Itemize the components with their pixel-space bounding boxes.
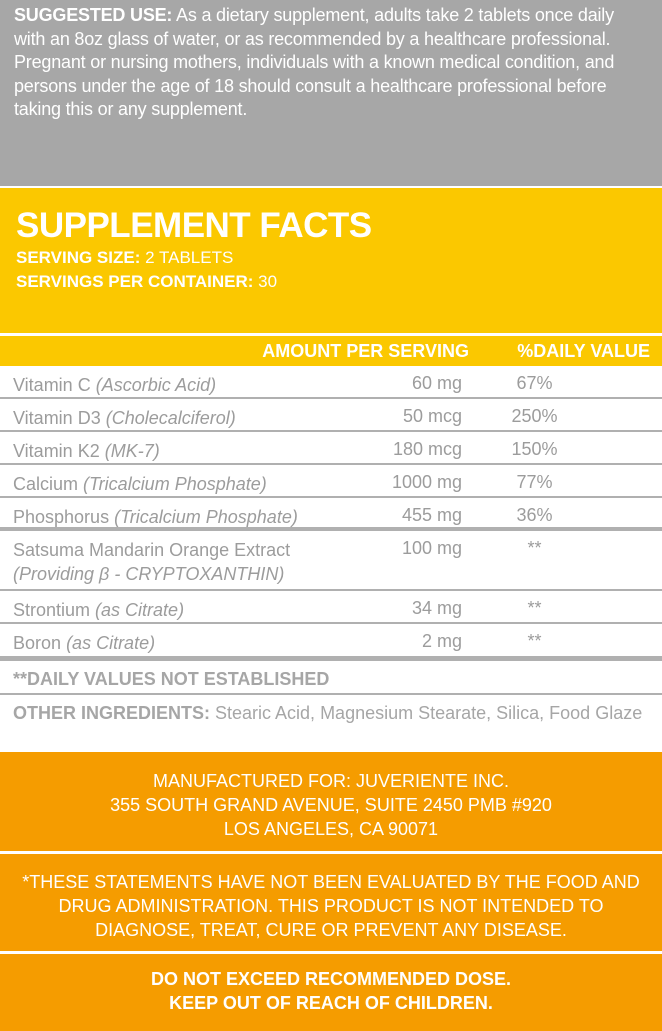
daily-value-header: %DAILY VALUE xyxy=(517,340,650,361)
table-row: Calcium (Tricalcium Phosphate) 1000 mg 7… xyxy=(0,465,662,498)
table-row: Boron (as Citrate) 2 mg ** xyxy=(0,624,662,661)
suggested-use-section: SUGGESTED USE: As a dietary supplement, … xyxy=(0,0,662,186)
serving-size: SERVING SIZE: 2 TABLETS xyxy=(16,246,646,270)
table-row: Phosphorus (Tricalcium Phosphate) 455 mg… xyxy=(0,498,662,531)
nutrient-amount: 455 mg xyxy=(401,505,462,525)
nutrient-label: Vitamin C xyxy=(13,375,91,395)
nutrient-source: (Ascorbic Acid) xyxy=(95,375,217,395)
suggested-use-text: As a dietary supplement, adults take 2 t… xyxy=(14,5,615,120)
table-row: Vitamin K2 (MK-7) 180 mcg 150% xyxy=(0,432,662,465)
nutrient-table: Vitamin C (Ascorbic Acid) 60 mg 67% Vita… xyxy=(0,366,662,661)
nutrient-amount: 50 mcg xyxy=(402,406,462,426)
nutrient-source: (Tricalcium Phosphate) xyxy=(114,507,298,527)
suggested-use-label: SUGGESTED USE: xyxy=(14,5,173,25)
nutrient-amount: 1000 mg xyxy=(391,472,462,492)
nutrient-daily-value: ** xyxy=(527,631,542,651)
nutrient-label: Vitamin D3 xyxy=(13,408,101,428)
nutrient-label: Phosphorus xyxy=(13,507,110,527)
nutrient-amount: 100 mg xyxy=(401,538,462,558)
nutrient-source: (Tricalcium Phosphate) xyxy=(83,474,267,494)
nutrient-name: Calcium (Tricalcium Phosphate) xyxy=(0,472,360,496)
address-line: 355 SOUTH GRAND AVENUE, SUITE 2450 PMB #… xyxy=(110,795,552,815)
nutrient-daily-value: 67% xyxy=(516,373,553,393)
nutrient-label: Boron xyxy=(13,633,62,653)
daily-values-note: **DAILY VALUES NOT ESTABLISHED xyxy=(0,661,662,695)
other-ingredients-label: OTHER INGREDIENTS: xyxy=(13,703,211,723)
other-ingredients: OTHER INGREDIENTS: Stearic Acid, Magnesi… xyxy=(0,695,662,752)
nutrient-label: Vitamin K2 xyxy=(13,441,100,461)
amount-header: AMOUNT PER SERVING xyxy=(262,340,469,361)
servings-value: 30 xyxy=(253,272,278,291)
manufacturer-info: MANUFACTURED FOR: JUVERIENTE INC. 355 SO… xyxy=(0,752,662,854)
nutrient-name: Boron (as Citrate) xyxy=(0,631,360,655)
servings-label: SERVINGS PER CONTAINER: xyxy=(16,272,254,291)
nutrient-name: Vitamin C (Ascorbic Acid) xyxy=(0,373,360,397)
nutrient-name: Vitamin D3 (Cholecalciferol) xyxy=(0,406,360,430)
nutrient-source: (Providing β - CRYPTOXANTHIN) xyxy=(13,564,285,584)
nutrient-daily-value: 150% xyxy=(511,439,558,459)
nutrient-daily-value: 250% xyxy=(511,406,558,426)
table-row: Vitamin C (Ascorbic Acid) 60 mg 67% xyxy=(0,366,662,399)
serving-size-value: 2 TABLETS xyxy=(140,248,234,267)
facts-title: SUPPLEMENT FACTS xyxy=(16,206,372,245)
nutrient-label: Calcium xyxy=(13,474,79,494)
nutrient-daily-value: ** xyxy=(527,538,542,558)
warning-children: KEEP OUT OF REACH OF CHILDREN. xyxy=(169,993,493,1013)
nutrient-amount: 34 mg xyxy=(411,598,462,618)
table-row: Strontium (as Citrate) 34 mg ** xyxy=(0,591,662,624)
nutrient-source: (as Citrate) xyxy=(95,600,185,620)
nutrient-name: Phosphorus (Tricalcium Phosphate) xyxy=(0,505,360,529)
nutrient-source: (Cholecalciferol) xyxy=(105,408,236,428)
table-row: Satsuma Mandarin Orange Extract (Providin… xyxy=(0,531,662,591)
city-line: LOS ANGELES, CA 90071 xyxy=(223,819,439,839)
table-row: Vitamin D3 (Cholecalciferol) 50 mcg 250% xyxy=(0,399,662,432)
warning-dose: DO NOT EXCEED RECOMMENDED DOSE. xyxy=(150,969,512,989)
nutrient-name: Vitamin K2 (MK-7) xyxy=(0,439,360,463)
serving-size-label: SERVING SIZE: xyxy=(16,248,141,267)
nutrient-daily-value: 36% xyxy=(516,505,553,525)
warning: DO NOT EXCEED RECOMMENDED DOSE. KEEP OUT… xyxy=(0,954,662,1031)
nutrient-name: Satsuma Mandarin Orange Extract (Providin… xyxy=(0,538,360,586)
nutrient-amount: 2 mg xyxy=(421,631,462,651)
manufacturer-line: MANUFACTURED FOR: JUVERIENTE INC. xyxy=(152,771,510,791)
nutrient-source: (MK-7) xyxy=(104,441,160,461)
fda-disclaimer: *THESE STATEMENTS HAVE NOT BEEN EVALUATE… xyxy=(0,854,662,954)
nutrient-name: Strontium (as Citrate) xyxy=(0,598,360,622)
nutrient-amount: 180 mcg xyxy=(392,439,462,459)
table-header: AMOUNT PER SERVING %DAILY VALUE xyxy=(0,336,662,366)
supplement-facts-header: SUPPLEMENT FACTS SERVING SIZE: 2 TABLETS… xyxy=(0,188,662,336)
nutrient-source: (as Citrate) xyxy=(66,633,156,653)
nutrient-amount: 60 mg xyxy=(411,373,462,393)
servings-per-container: SERVINGS PER CONTAINER: 30 xyxy=(16,270,646,294)
other-ingredients-text: Stearic Acid, Magnesium Stearate, Silica… xyxy=(210,703,643,723)
nutrient-label: Strontium xyxy=(13,600,91,620)
nutrient-daily-value: ** xyxy=(527,598,542,618)
nutrient-daily-value: 77% xyxy=(516,472,553,492)
nutrient-label: Satsuma Mandarin Orange Extract xyxy=(13,540,291,560)
